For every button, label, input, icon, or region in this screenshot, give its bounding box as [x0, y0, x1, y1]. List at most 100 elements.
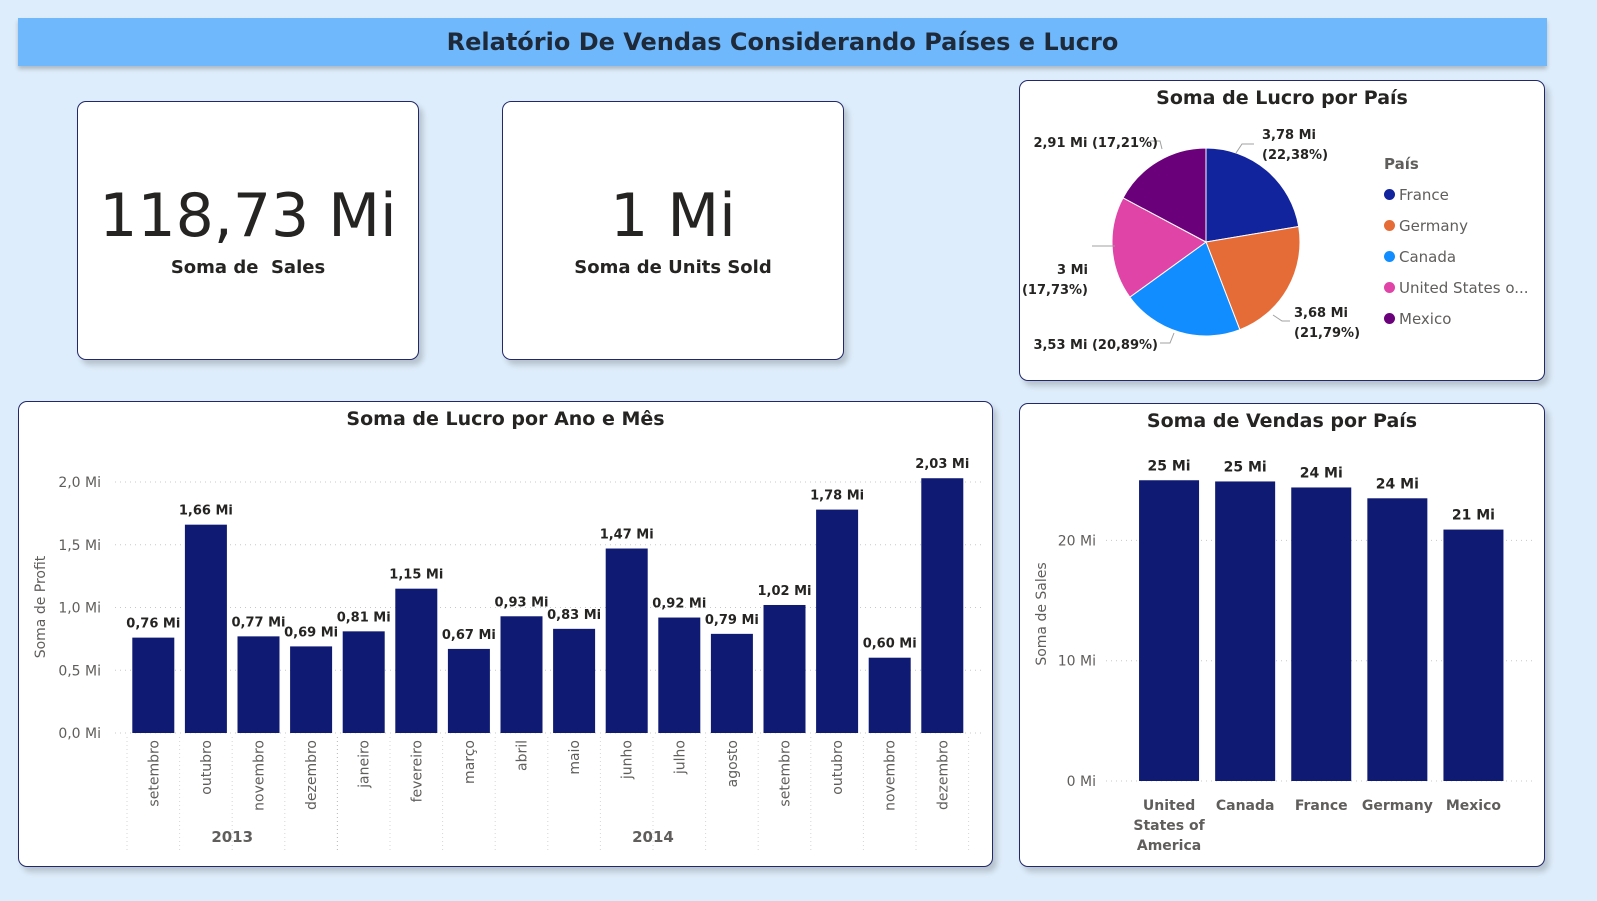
pie-data-label: (17,73%)	[1022, 283, 1088, 298]
bar-country[interactable]	[1215, 481, 1276, 781]
x-tick-label: junho	[620, 740, 636, 780]
y-axis-title: Soma de Sales	[1034, 562, 1050, 665]
pie-legend: País France Germany Canada United States…	[1384, 155, 1529, 334]
x-tick-label: maio	[567, 740, 583, 775]
bar-country[interactable]	[1443, 529, 1504, 781]
pie-slice-united-states-of-america[interactable]	[1111, 197, 1207, 298]
bar-month[interactable]	[342, 631, 385, 733]
bar-data-label: 1,02 Mi	[758, 584, 812, 599]
profit-by-month-card[interactable]: Soma de Lucro por Ano e Mês 0,0 Mi 0,5 Mi…	[18, 401, 993, 867]
bar-month[interactable]	[868, 657, 911, 733]
kpi-units-value: 1 Mi	[610, 181, 736, 251]
pie-data-label: 3 Mi	[1057, 263, 1088, 278]
x-tick-label: setembro	[146, 740, 162, 807]
bar-data-label: 0,76 Mi	[126, 617, 180, 632]
pie-chart-card[interactable]: Soma de Lucro por País 3,78 Mi (22,38%) 3,…	[1019, 80, 1545, 381]
bar-month[interactable]	[184, 524, 227, 733]
bar-month[interactable]	[553, 628, 596, 733]
bar-data-label: 0,79 Mi	[705, 613, 759, 628]
profit-chart-title: Soma de Lucro por Ano e Mês	[346, 408, 665, 430]
pie-data-label: 3,68 Mi	[1294, 306, 1348, 321]
bar-month[interactable]	[237, 636, 280, 733]
x-tick-label: dezembro	[304, 740, 320, 810]
bar-data-label: 0,93 Mi	[495, 595, 549, 610]
report-title-bar: Relatório De Vendas Considerando Países …	[18, 18, 1547, 66]
legend-item-france[interactable]: France	[1384, 179, 1529, 210]
legend-dot-icon	[1384, 313, 1395, 324]
x-tick-label: States of	[1133, 818, 1205, 834]
x-tick-label: Canada	[1216, 798, 1275, 814]
kpi-card-sales[interactable]: 118,73 Mi Soma de Sales	[77, 101, 419, 360]
bar-month[interactable]	[658, 617, 701, 733]
pie-chart[interactable]: 3,78 Mi (22,38%) 3,68 Mi (21,79%) 3,53 Mi (2…	[1020, 81, 1380, 380]
x-tick-label: novembro	[252, 740, 268, 811]
sales-by-country-card[interactable]: Soma de Vendas por País 0 Mi 10 Mi 20 Mi So…	[1019, 403, 1545, 867]
bar-month[interactable]	[605, 548, 648, 733]
legend-label: Germany	[1399, 216, 1468, 235]
profit-by-month-chart[interactable]: 0,0 Mi 0,5 Mi 1,0 Mi 1,5 Mi 2,0 Mi Soma de Pr…	[19, 402, 992, 866]
bar-data-label: 24 Mi	[1300, 465, 1343, 481]
kpi-sales-label: Soma de Sales	[170, 257, 326, 278]
legend-label: United States o...	[1399, 278, 1529, 297]
bar-month[interactable]	[395, 588, 438, 733]
bar-data-label: 0,83 Mi	[547, 608, 601, 623]
x-tick-label: setembro	[778, 740, 794, 807]
y-tick-label: 0,0 Mi	[58, 726, 101, 742]
legend-item-united-states[interactable]: United States o...	[1384, 272, 1529, 303]
legend-item-mexico[interactable]: Mexico	[1384, 303, 1529, 334]
legend-label: Canada	[1399, 247, 1457, 266]
bar-month[interactable]	[290, 646, 333, 733]
pie-slice-germany[interactable]	[1205, 225, 1301, 331]
pie-data-label: (21,79%)	[1294, 326, 1360, 341]
bar-country[interactable]	[1139, 480, 1200, 781]
bar-data-label: 25 Mi	[1224, 459, 1267, 475]
pie-data-label: 3,53 Mi (20,89%)	[1033, 338, 1158, 353]
bar-month[interactable]	[921, 478, 964, 733]
x-tick-label: America	[1137, 838, 1201, 854]
x-tick-label: janeiro	[357, 740, 373, 789]
bar-month[interactable]	[500, 616, 543, 733]
x-tick-label: Germany	[1362, 798, 1433, 814]
x-tick-label: outubro	[830, 740, 846, 795]
bar-country[interactable]	[1291, 487, 1352, 781]
leader-line	[1235, 143, 1254, 154]
y-axis-title: Soma de Profit	[33, 555, 49, 658]
bar-month[interactable]	[710, 633, 753, 733]
pie-slice-mexico[interactable]	[1122, 147, 1207, 243]
bar-data-label: 21 Mi	[1452, 508, 1495, 524]
bar-month[interactable]	[132, 637, 175, 733]
legend-item-germany[interactable]: Germany	[1384, 210, 1529, 241]
pie-data-label: 3,78 Mi	[1262, 128, 1316, 143]
pie-slice-canada[interactable]	[1129, 241, 1241, 337]
bar-data-label: 1,66 Mi	[179, 504, 233, 519]
pie-slice-france[interactable]	[1205, 147, 1300, 243]
y-tick-label: 1,0 Mi	[58, 601, 101, 617]
y-tick-label: 0 Mi	[1067, 774, 1096, 790]
bar-data-label: 0,81 Mi	[337, 610, 391, 625]
y-tick-label: 20 Mi	[1058, 533, 1096, 549]
legend-dot-icon	[1384, 189, 1395, 200]
bar-country[interactable]	[1367, 498, 1428, 781]
bar-data-label: 0,60 Mi	[863, 637, 917, 652]
bar-month[interactable]	[763, 604, 806, 733]
x-tick-label: dezembro	[935, 740, 951, 810]
year-label-2013: 2013	[211, 828, 253, 846]
bar-data-label: 0,77 Mi	[232, 615, 286, 630]
legend-item-canada[interactable]: Canada	[1384, 241, 1529, 272]
bar-month[interactable]	[447, 648, 490, 733]
x-tick-label: agosto	[725, 740, 741, 787]
x-tick-label: julho	[672, 740, 688, 775]
bar-month[interactable]	[816, 509, 859, 733]
sales-by-country-chart[interactable]: 0 Mi 10 Mi 20 Mi Soma de Sales 25 Mi United St…	[1020, 404, 1544, 866]
kpi-card-units-sold[interactable]: 1 Mi Soma de Units Sold	[502, 101, 844, 360]
kpi-units-label: Soma de Units Sold	[574, 257, 772, 278]
pie-data-label: (22,38%)	[1262, 148, 1328, 163]
y-tick-label: 0,5 Mi	[58, 663, 101, 679]
x-tick-label: France	[1295, 798, 1348, 814]
bar-data-label: 2,03 Mi	[915, 457, 969, 472]
year-label-2014: 2014	[632, 828, 674, 846]
leader-line	[1160, 332, 1175, 344]
bar-data-label: 0,69 Mi	[284, 625, 338, 640]
legend-dot-icon	[1384, 282, 1395, 293]
legend-label: France	[1399, 185, 1449, 204]
